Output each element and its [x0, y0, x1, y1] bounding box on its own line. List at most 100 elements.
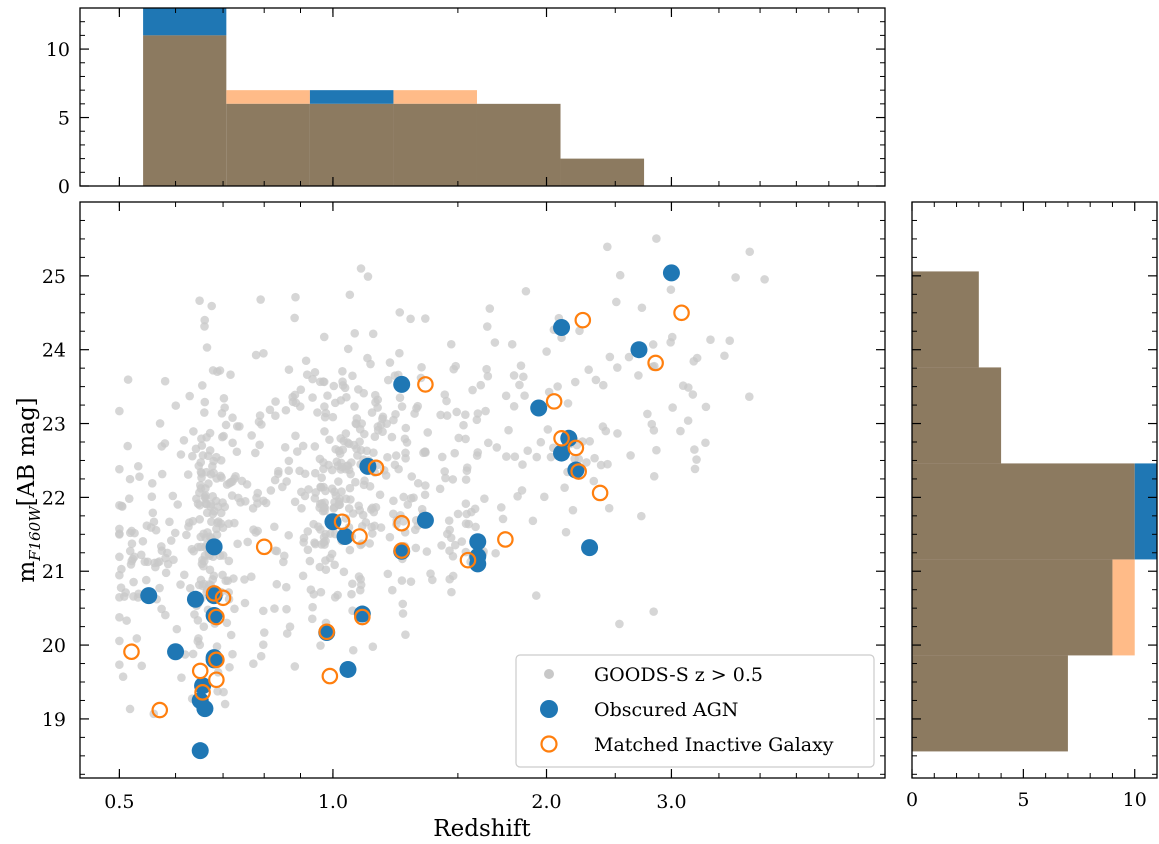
goods-s-point	[248, 504, 258, 513]
goods-s-point	[321, 536, 330, 546]
goods-s-point	[229, 574, 238, 583]
goods-s-point	[202, 343, 212, 352]
goods-s-point	[422, 547, 432, 556]
goods-s-point	[461, 475, 471, 484]
goods-s-point	[406, 577, 416, 586]
goods-s-point	[251, 448, 260, 458]
goods-s-point	[745, 247, 755, 257]
goods-s-point	[613, 363, 622, 372]
inactive-galaxy-point	[459, 551, 477, 569]
goods-s-point	[401, 448, 410, 458]
goods-s-point	[690, 445, 699, 454]
goods-s-point	[306, 585, 316, 595]
goods-s-point	[270, 522, 279, 532]
inactive-galaxy-point	[208, 671, 225, 689]
goods-s-point	[247, 431, 256, 440]
top-hist-overlap-bar	[226, 103, 310, 186]
goods-s-point	[520, 391, 529, 400]
inactive-galaxy-point	[393, 514, 411, 532]
goods-s-point	[129, 592, 138, 601]
goods-s-point	[570, 454, 579, 464]
goods-s-point	[441, 473, 450, 483]
goods-s-point	[604, 503, 614, 513]
goods-s-point	[321, 565, 331, 575]
goods-s-point	[207, 301, 217, 311]
goods-s-point	[615, 619, 624, 629]
goods-s-point	[189, 427, 198, 436]
inactive-galaxy-point	[673, 304, 690, 322]
goods-s-point	[345, 290, 355, 300]
goods-s-point	[285, 622, 295, 631]
inactive-galaxy-point	[318, 623, 336, 641]
goods-s-point	[258, 640, 268, 649]
goods-s-point	[496, 503, 506, 512]
right-hist-x-tick-label: 10	[1123, 789, 1147, 811]
goods-s-point	[320, 412, 330, 422]
right-hist-x-tick-label: 5	[1017, 789, 1029, 811]
goods-s-point	[388, 509, 398, 519]
goods-s-point	[383, 569, 393, 579]
goods-s-point	[553, 382, 562, 391]
agn-point	[553, 319, 571, 337]
agn-point	[205, 538, 223, 556]
top-hist-excess-bar	[393, 90, 477, 104]
goods-s-point	[355, 585, 365, 595]
goods-s-point	[161, 610, 170, 620]
goods-s-point	[501, 391, 511, 401]
goods-s-point	[222, 618, 232, 628]
goods-s-point	[202, 499, 211, 509]
goods-s-point	[115, 552, 124, 562]
goods-s-point	[160, 376, 170, 386]
goods-s-point	[368, 329, 378, 339]
goods-s-point	[482, 322, 492, 331]
x-axis-label: Redshift	[433, 816, 531, 842]
goods-s-point	[319, 458, 328, 467]
goods-s-point	[179, 570, 189, 580]
y-tick-label: 23	[42, 414, 66, 436]
goods-s-point	[228, 649, 237, 659]
goods-s-point	[473, 409, 483, 418]
goods-s-point	[516, 361, 526, 370]
goods-s-point	[232, 447, 242, 457]
goods-s-point	[421, 314, 430, 323]
inactive-galaxy-point	[123, 643, 140, 661]
goods-s-point	[472, 451, 482, 460]
goods-s-point	[310, 442, 320, 451]
goods-s-point	[706, 335, 715, 344]
goods-s-point	[228, 413, 237, 423]
goods-s-point	[266, 486, 276, 495]
goods-s-point	[228, 438, 237, 448]
goods-s-point	[319, 332, 329, 342]
goods-s-point	[378, 427, 387, 436]
goods-s-point	[225, 662, 234, 672]
goods-s-point	[598, 422, 608, 431]
goods-s-point	[265, 405, 275, 415]
goods-s-point	[542, 347, 551, 356]
goods-s-point	[168, 491, 178, 501]
goods-s-point	[171, 401, 181, 410]
goods-s-point	[212, 524, 221, 534]
goods-s-point	[531, 591, 541, 600]
inactive-galaxy-point	[205, 585, 223, 602]
goods-s-point	[320, 427, 329, 436]
goods-s-point	[598, 380, 608, 390]
legend-gray-dot-marker	[544, 669, 554, 679]
goods-s-point	[417, 362, 426, 372]
goods-s-point	[172, 624, 182, 634]
goods-s-point	[400, 434, 410, 444]
agn-point	[336, 528, 354, 546]
goods-s-point	[582, 458, 591, 467]
goods-s-point	[296, 385, 306, 394]
goods-s-point	[452, 407, 461, 417]
goods-s-point	[348, 371, 357, 381]
top-hist-overlap-bar	[143, 35, 227, 187]
goods-s-point	[231, 472, 240, 481]
agn-point	[469, 533, 487, 551]
goods-s-point	[725, 336, 735, 346]
goods-s-point	[308, 602, 317, 612]
goods-s-point	[119, 592, 129, 601]
goods-s-point	[561, 527, 571, 537]
goods-s-point	[350, 329, 360, 338]
goods-s-point	[198, 555, 207, 565]
goods-s-point	[368, 642, 378, 651]
